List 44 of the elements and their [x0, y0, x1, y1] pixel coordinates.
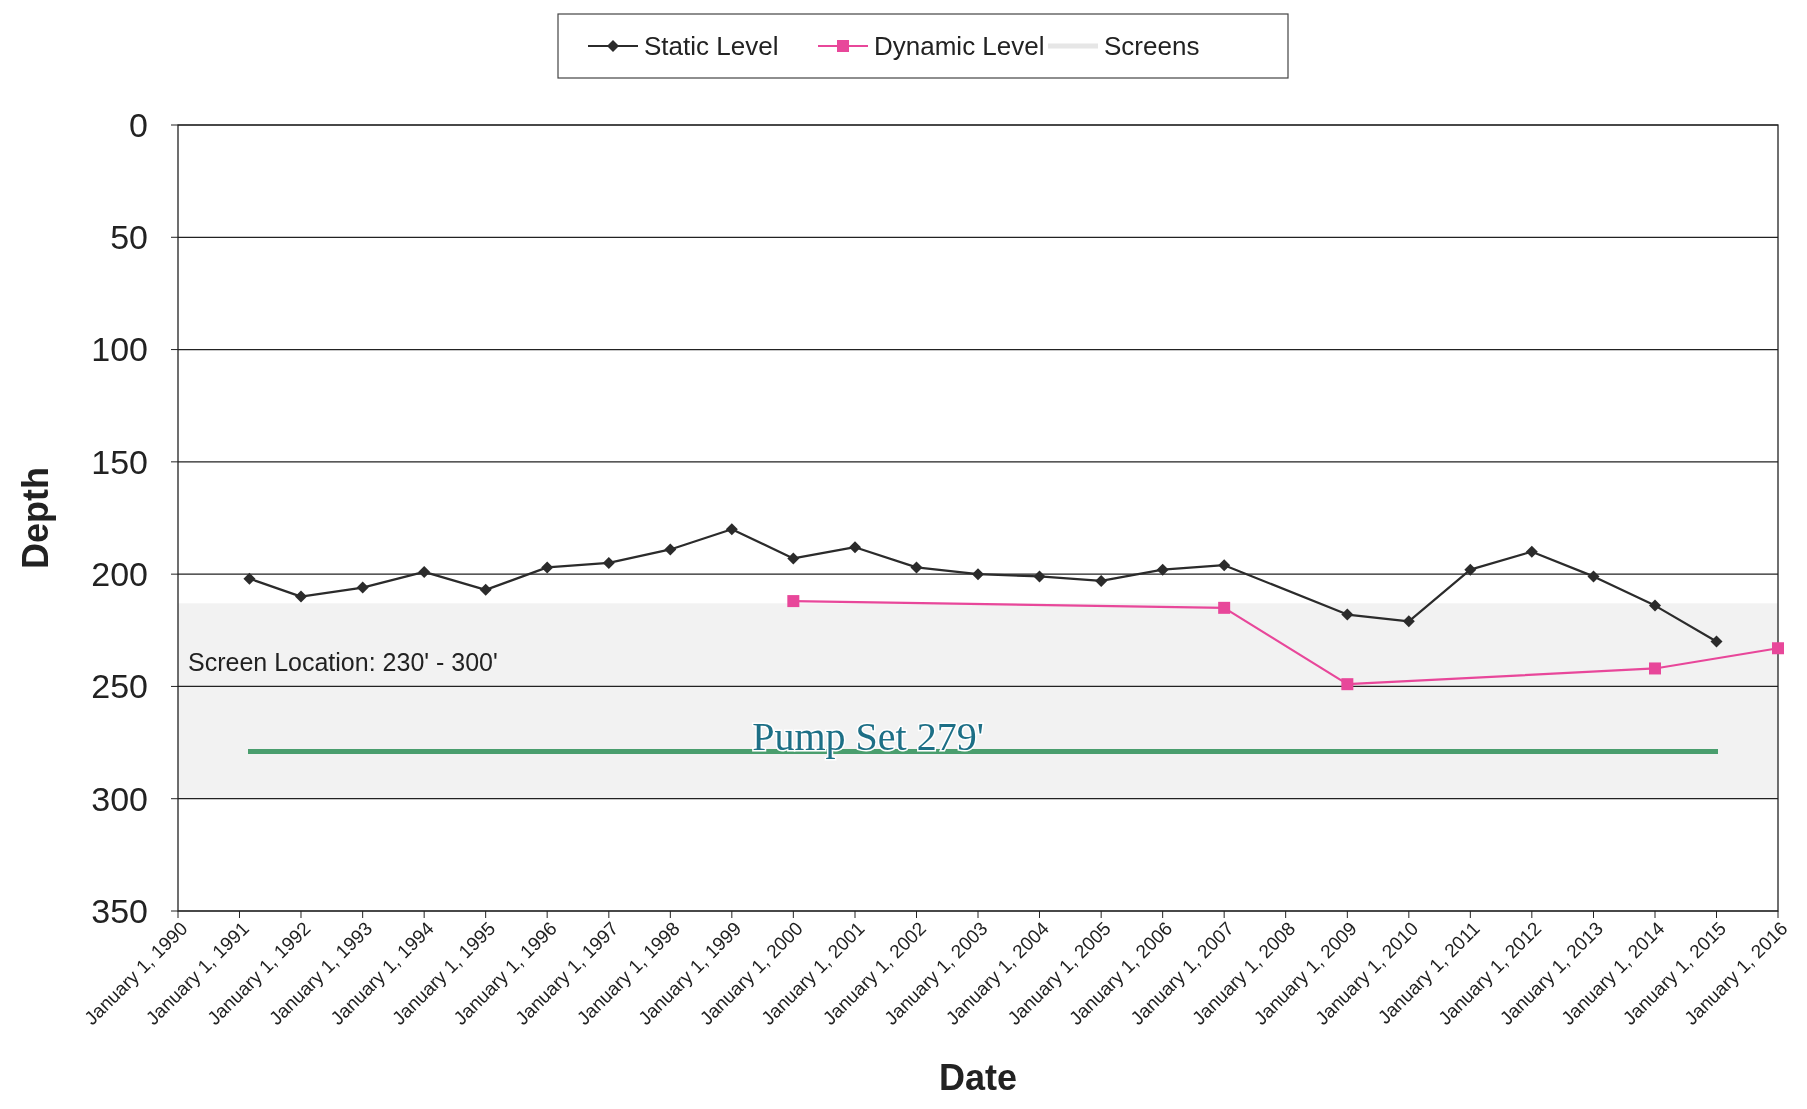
point [1218, 559, 1231, 572]
point [849, 541, 861, 554]
point [1341, 608, 1354, 621]
point [664, 543, 677, 556]
point [1772, 642, 1784, 655]
point [1095, 574, 1108, 587]
point [725, 523, 738, 536]
point [356, 581, 369, 594]
point [1710, 635, 1723, 648]
y-tick-label: 300 [91, 779, 148, 818]
point [1402, 615, 1415, 628]
annotation: Screen Location: 230' - 300' [188, 648, 498, 677]
x-axis-title: Date [938, 1057, 1018, 1098]
point [910, 561, 923, 574]
point [1464, 563, 1477, 576]
point [1341, 678, 1354, 691]
y-tick-label: 0 [129, 105, 148, 144]
point [602, 556, 615, 569]
legend-label: Static Level [644, 31, 779, 62]
point [972, 568, 984, 581]
point [1649, 599, 1661, 612]
y-tick-label: 350 [91, 891, 148, 930]
point [243, 572, 256, 585]
point [787, 595, 800, 608]
point [418, 565, 431, 578]
point [1649, 662, 1661, 675]
y-tick-label: 50 [110, 218, 148, 257]
point [295, 590, 307, 603]
point [541, 561, 554, 574]
y-tick-label: 200 [91, 555, 148, 594]
y-tick-label: 250 [91, 667, 148, 706]
y-axis-title: Depth [15, 467, 56, 569]
point [787, 552, 800, 565]
ref-line-label: Pump Set 279' [752, 713, 984, 759]
point [1587, 570, 1600, 583]
point [1525, 545, 1538, 558]
point [1033, 570, 1046, 583]
y-tick-label: 150 [91, 442, 148, 481]
point [479, 583, 492, 596]
point [1156, 563, 1169, 576]
point [1218, 601, 1231, 614]
legend-label: Dynamic Level [874, 31, 1045, 62]
y-tick-label: 100 [91, 330, 148, 369]
legend-label: Screens [1104, 31, 1200, 62]
